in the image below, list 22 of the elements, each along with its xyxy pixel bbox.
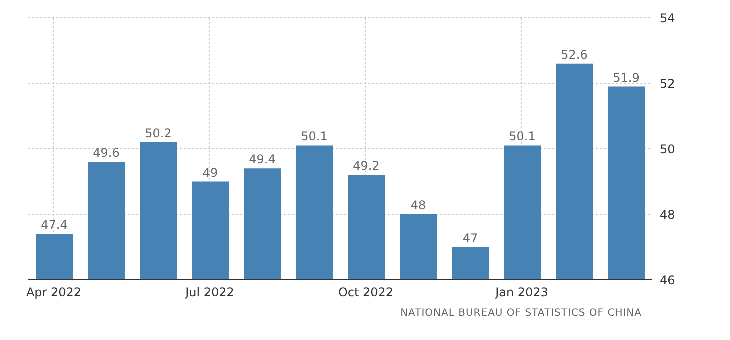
- data-label: 50.1: [509, 130, 536, 144]
- data-label: 52.6: [561, 48, 588, 62]
- y-tick-label: 54: [660, 11, 676, 26]
- data-label: 49.4: [249, 152, 276, 167]
- data-label: 50.1: [301, 130, 328, 144]
- x-tick-label: Jan 2023: [494, 286, 548, 300]
- y-tick-label: 50: [660, 142, 676, 156]
- x-tick-label: Jul 2022: [184, 286, 234, 300]
- y-tick-label: 52: [660, 76, 676, 91]
- data-label: 47: [462, 231, 478, 246]
- data-label: 48: [410, 198, 426, 212]
- y-tick-label: 46: [660, 273, 676, 288]
- text: NATIONAL BUREAU OF STATISTICS OF CHINA: [400, 308, 642, 319]
- data-label: 50.2: [145, 126, 172, 140]
- data-label: 49: [202, 166, 218, 180]
- x-tick-label: Oct 2022: [338, 286, 394, 300]
- data-label: 51.9: [613, 70, 640, 85]
- data-label: 49.2: [353, 159, 380, 174]
- data-label: 49.6: [93, 146, 120, 160]
- data-label: 47.4: [41, 218, 68, 232]
- y-tick-label: 48: [660, 208, 676, 222]
- x-tick-label: Apr 2022: [26, 286, 82, 300]
